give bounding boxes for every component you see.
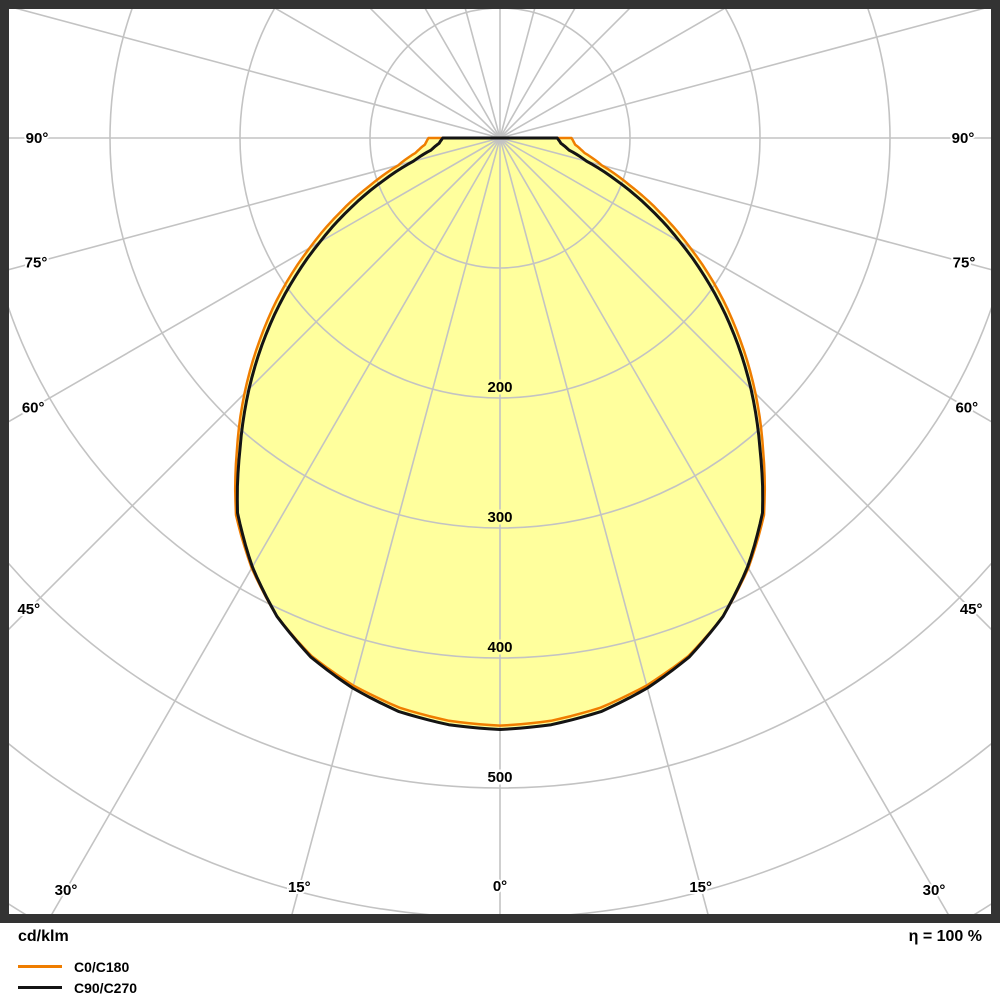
svg-text:90°: 90° (952, 130, 975, 147)
svg-text:45°: 45° (960, 601, 983, 618)
svg-text:15°: 15° (689, 879, 712, 896)
svg-text:30°: 30° (55, 882, 78, 899)
svg-text:75°: 75° (25, 254, 48, 271)
svg-text:300: 300 (487, 509, 512, 526)
svg-text:30°: 30° (923, 882, 946, 899)
unit-label: cd/klm (18, 928, 69, 945)
svg-text:400: 400 (487, 639, 512, 656)
legend-item-c0-c180: C0/C180 (18, 956, 137, 977)
legend: C0/C180 C90/C270 (18, 956, 137, 998)
legend-label-c90-c270: C90/C270 (74, 979, 138, 996)
svg-text:60°: 60° (955, 400, 978, 417)
svg-text:60°: 60° (22, 400, 45, 417)
legend-line-c90-icon (18, 986, 62, 989)
legend-item-c90-c270: C90/C270 (18, 977, 137, 998)
legend-line-c0-icon (18, 965, 62, 968)
svg-text:200: 200 (487, 379, 512, 396)
svg-text:75°: 75° (953, 254, 976, 271)
polar-photometric-chart: 0° 15° 15° 30° 30° 45° 45° 60° 60° 75° 75° 90° 90° 20… (0, 0, 1000, 923)
svg-text:15°: 15° (288, 879, 311, 896)
svg-text:90°: 90° (26, 130, 49, 147)
svg-text:0°: 0° (493, 878, 507, 895)
svg-text:500: 500 (487, 769, 512, 786)
legend-label-c0-c180: C0/C180 (74, 958, 130, 975)
efficiency-label: η = 100 % (908, 928, 982, 945)
footer: cd/klm η = 100 % (18, 928, 982, 946)
svg-text:45°: 45° (17, 601, 40, 618)
